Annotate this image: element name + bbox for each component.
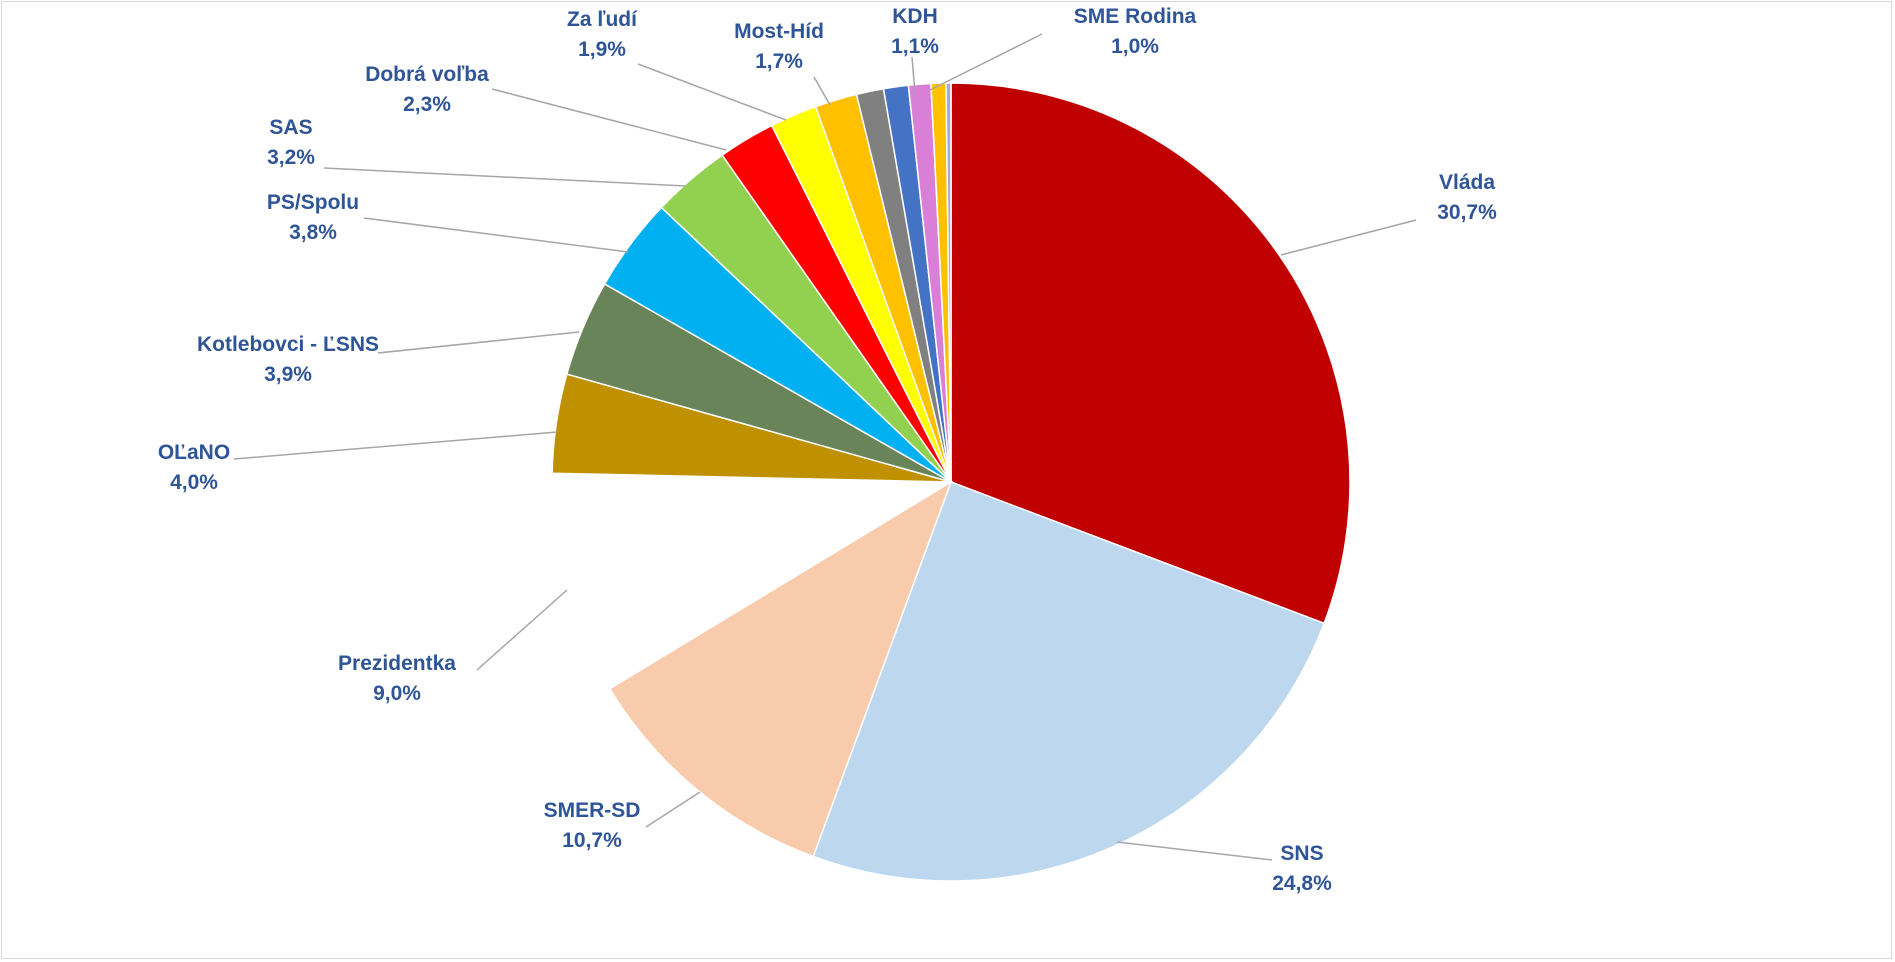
leader-line — [813, 76, 831, 106]
slice-labels: Vláda 30,7% SNS 24,8% SMER-SD 10,7% Prezidentk… — [158, 5, 1497, 895]
slice-label-name: SMER-SD — [544, 799, 641, 822]
leader-line — [645, 791, 701, 828]
slice-label-value: 1,1% — [891, 35, 939, 58]
pie-slice-unlabeled-15 — [945, 82, 952, 483]
leader-line — [1116, 841, 1273, 861]
slice-label-value: 30,7% — [1437, 201, 1497, 224]
leader-lines — [233, 33, 1417, 861]
leader-line — [377, 331, 580, 354]
leader-line — [637, 63, 787, 121]
leader-line — [363, 217, 629, 253]
leader-line — [1280, 219, 1417, 256]
slice-label-value: 4,0% — [170, 471, 218, 494]
slice-label-name: SAS — [269, 116, 312, 139]
slice-label-value: 3,9% — [264, 363, 312, 386]
slice-label-name: Za ľudí — [567, 8, 638, 31]
leader-line — [929, 33, 1043, 91]
slice-label-value: 3,2% — [267, 146, 315, 169]
slice-label-name: Dobrá voľba — [365, 63, 489, 86]
slice-label-value: 3,8% — [289, 221, 337, 244]
leader-line — [911, 56, 916, 95]
slice-label-name: OĽaNO — [158, 441, 230, 464]
leader-line — [476, 589, 568, 671]
pie-slice-prezidentka — [551, 472, 954, 690]
slice-label-value: 1,9% — [578, 38, 626, 61]
leader-line — [233, 431, 558, 460]
slice-label-value: 1,0% — [1111, 35, 1159, 58]
pie-slices — [551, 82, 1351, 882]
slice-label-name: Kotlebovci - ĽSNS — [197, 333, 379, 356]
slice-label-name: Vláda — [1439, 171, 1495, 194]
slice-label-name: PS/Spolu — [267, 191, 359, 214]
slice-label-value: 2,3% — [403, 93, 451, 116]
slice-label-name: SNS — [1280, 842, 1323, 865]
leader-line — [323, 167, 687, 187]
leader-line — [491, 88, 727, 151]
slice-label-value: 24,8% — [1272, 872, 1332, 895]
slice-label-name: SME Rodina — [1074, 5, 1197, 28]
slice-label-value: 10,7% — [562, 829, 622, 852]
slice-label-value: 9,0% — [373, 682, 421, 705]
pie-slice-sns — [812, 481, 1326, 882]
pie-slice-smer-sd — [608, 480, 953, 858]
pie-slice-vláda — [950, 82, 1351, 625]
slice-label-name: KDH — [892, 5, 938, 28]
slice-label-name: Prezidentka — [338, 652, 456, 675]
slice-label-value: 1,7% — [755, 50, 803, 73]
slice-label-name: Most-Híd — [734, 20, 824, 43]
